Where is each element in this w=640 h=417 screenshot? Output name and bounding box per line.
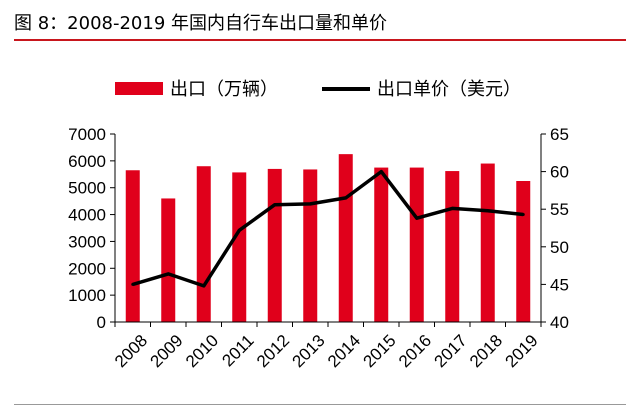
x-tick-label-2012: 2012 [253,331,293,371]
legend-bar-swatch [115,82,163,95]
x-tick-label-2014: 2014 [324,331,364,371]
legend-label-price: 出口单价（美元） [377,79,521,100]
legend-label-export: 出口（万辆） [170,79,278,100]
bar-2017 [445,171,460,322]
left-tick-label: 2000 [68,259,106,278]
x-tick-label-2019: 2019 [502,331,542,371]
x-tick-label-2010: 2010 [182,331,222,371]
bar-2013 [303,169,318,322]
right-tick-label: 50 [550,238,569,257]
left-tick-label: 1000 [68,286,106,305]
bar-2019 [516,181,531,322]
price-point-2014 [344,196,348,200]
right-tick-label: 45 [550,275,569,294]
x-tick-label-2016: 2016 [395,331,435,371]
x-tick-label-2011: 2011 [218,331,257,370]
price-point-2008 [131,282,135,286]
price-point-2016 [415,216,419,220]
price-point-2010 [202,284,206,288]
bar-2010 [196,166,211,322]
left-tick-label: 6000 [68,152,106,171]
bar-2014 [338,154,353,322]
price-point-2011 [237,228,241,232]
x-tick-label-2009: 2009 [147,331,187,371]
price-point-2013 [308,202,312,206]
left-tick-label: 5000 [68,179,106,198]
right-tick-label: 40 [550,313,569,332]
price-point-2017 [450,206,454,210]
x-tick-label-2013: 2013 [289,331,329,371]
bar-2016 [409,167,424,322]
price-point-2009 [166,272,170,276]
bar-2009 [161,198,176,322]
title-rule [14,39,626,41]
legend: 出口（万辆） 出口单价（美元） [115,79,521,100]
bar-2018 [480,163,495,322]
left-tick-label: 0 [97,313,106,332]
bar-2008 [125,170,140,322]
price-point-2015 [379,170,383,174]
x-tick-label-2017: 2017 [431,331,471,371]
price-point-2019 [521,212,525,216]
left-tick-label: 4000 [68,206,106,225]
bar-2012 [267,168,282,322]
right-tick-label: 65 [550,125,569,144]
right-tick-label: 60 [550,163,569,182]
x-tick-label-2018: 2018 [466,331,506,371]
price-point-2018 [486,209,490,213]
bar-2015 [374,167,389,322]
bottom-rule [14,404,626,405]
price-point-2012 [273,203,277,207]
x-tick-label-2015: 2015 [360,331,400,371]
line-series [131,169,525,288]
left-tick-label: 3000 [68,232,106,251]
x-tick-label-2008: 2008 [111,331,151,371]
bar-2011 [232,172,247,322]
right-tick-label: 55 [550,200,569,219]
price-line [132,169,524,288]
figure-title: 图 8：2008-2019 年国内自行车出口量和单价 [14,13,388,34]
bar-series [125,154,531,322]
left-tick-label: 7000 [68,125,106,144]
